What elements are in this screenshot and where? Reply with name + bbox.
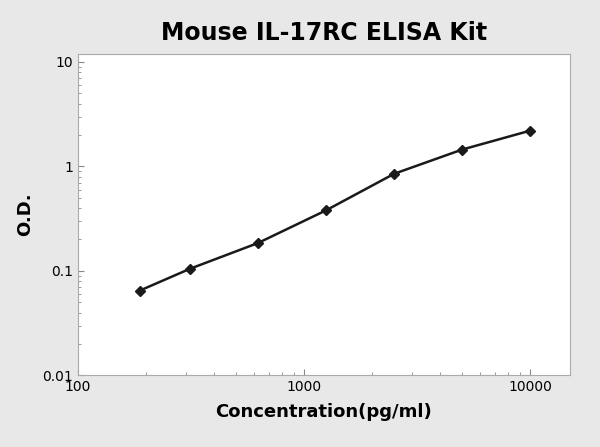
Title: Mouse IL-17RC ELISA Kit: Mouse IL-17RC ELISA Kit (161, 21, 487, 45)
Y-axis label: O.D.: O.D. (16, 193, 34, 236)
X-axis label: Concentration(pg/ml): Concentration(pg/ml) (215, 403, 433, 421)
